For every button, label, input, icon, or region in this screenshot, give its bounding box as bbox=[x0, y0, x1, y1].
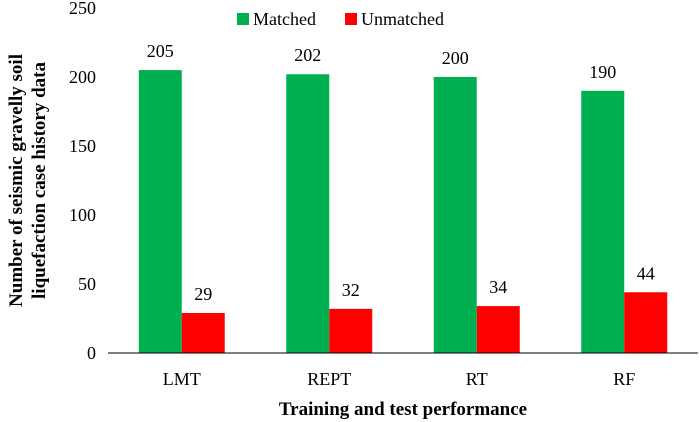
y-tick-label: 150 bbox=[69, 136, 96, 156]
bar-unmatched-rept bbox=[329, 308, 373, 353]
bar-unmatched-rf bbox=[624, 292, 668, 353]
y-axis-ticks: 0 50 100 150 200 250 bbox=[69, 0, 96, 363]
legend-label-unmatched: Unmatched bbox=[361, 9, 444, 29]
data-label-unmatched-rf: 44 bbox=[637, 263, 655, 283]
bar-unmatched-rt bbox=[476, 306, 520, 353]
y-tick-label: 250 bbox=[69, 0, 96, 18]
data-labels: 205 29 202 32 200 34 190 44 bbox=[147, 41, 655, 304]
x-tick-label: LMT bbox=[163, 369, 201, 389]
bar-matched-rept bbox=[286, 74, 330, 354]
y-axis-title-line-1: Number of seismic gravelly soil bbox=[6, 54, 27, 307]
bar-matched-rt bbox=[433, 77, 477, 353]
y-tick-label: 200 bbox=[69, 67, 96, 87]
x-tick-label: RT bbox=[466, 369, 488, 389]
data-label-unmatched-lmt: 29 bbox=[194, 284, 212, 304]
bar-matched-lmt bbox=[138, 70, 182, 353]
x-axis-title: Training and test performance bbox=[279, 399, 527, 420]
data-label-matched-rt: 200 bbox=[442, 48, 469, 68]
data-label-matched-rept: 202 bbox=[294, 45, 321, 65]
data-label-unmatched-rept: 32 bbox=[342, 280, 360, 300]
legend-swatch-unmatched bbox=[345, 13, 357, 25]
data-label-unmatched-rt: 34 bbox=[489, 277, 507, 297]
data-label-matched-lmt: 205 bbox=[147, 41, 174, 61]
y-tick-label: 50 bbox=[78, 274, 96, 294]
bars bbox=[138, 70, 668, 354]
legend-label-matched: Matched bbox=[253, 9, 316, 29]
legend: Matched Unmatched bbox=[237, 9, 444, 29]
x-tick-label: REPT bbox=[307, 369, 351, 389]
x-tick-label: RF bbox=[613, 369, 635, 389]
bar-matched-rf bbox=[581, 90, 625, 354]
y-axis-title-line-2: liquefaction case history data bbox=[29, 62, 50, 299]
y-tick-label: 100 bbox=[69, 205, 96, 225]
y-tick-label: 0 bbox=[87, 343, 96, 363]
bar-unmatched-lmt bbox=[181, 312, 225, 353]
legend-swatch-matched bbox=[237, 13, 249, 25]
x-axis-categories: LMT REPT RT RF bbox=[163, 369, 636, 389]
data-label-matched-rf: 190 bbox=[589, 62, 616, 82]
